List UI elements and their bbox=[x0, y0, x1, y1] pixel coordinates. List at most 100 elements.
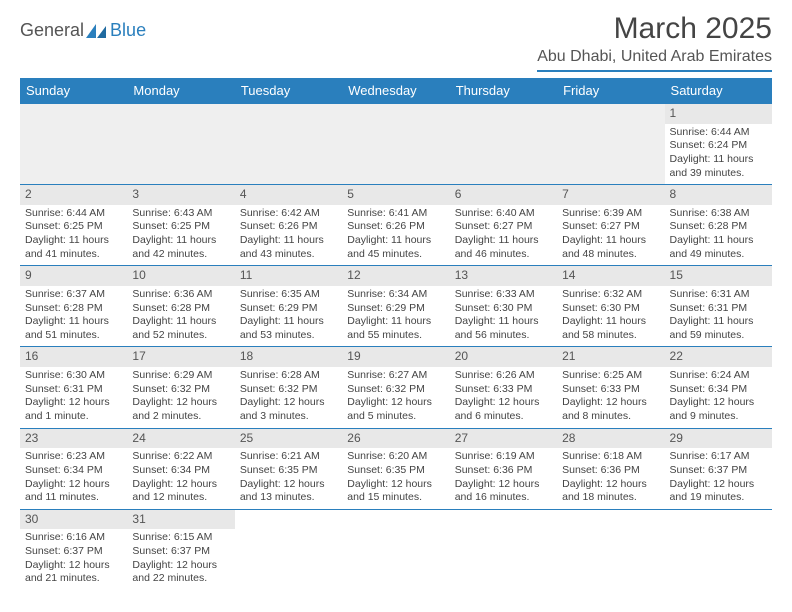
sunset-line: Sunset: 6:29 PM bbox=[240, 302, 337, 316]
daylight-line: Daylight: 12 hours and 11 minutes. bbox=[25, 478, 122, 505]
day-number: 14 bbox=[557, 266, 664, 286]
sunrise-line: Sunrise: 6:22 AM bbox=[132, 450, 229, 464]
calendar-day-cell: 4Sunrise: 6:42 AMSunset: 6:26 PMDaylight… bbox=[235, 185, 342, 266]
day-number: 29 bbox=[665, 429, 772, 449]
sunset-line: Sunset: 6:34 PM bbox=[25, 464, 122, 478]
calendar-empty-cell bbox=[342, 509, 449, 590]
calendar-day-cell: 17Sunrise: 6:29 AMSunset: 6:32 PMDayligh… bbox=[127, 347, 234, 428]
header: General Blue March 2025 Abu Dhabi, Unite… bbox=[20, 12, 772, 72]
day-number: 10 bbox=[127, 266, 234, 286]
day-number: 28 bbox=[557, 429, 664, 449]
daylight-line: Daylight: 11 hours and 39 minutes. bbox=[670, 153, 767, 180]
sunrise-line: Sunrise: 6:17 AM bbox=[670, 450, 767, 464]
day-info: Sunrise: 6:21 AMSunset: 6:35 PMDaylight:… bbox=[235, 450, 342, 509]
day-info: Sunrise: 6:40 AMSunset: 6:27 PMDaylight:… bbox=[450, 207, 557, 266]
calendar-day-cell: 19Sunrise: 6:27 AMSunset: 6:32 PMDayligh… bbox=[342, 347, 449, 428]
sunrise-line: Sunrise: 6:28 AM bbox=[240, 369, 337, 383]
day-number: 12 bbox=[342, 266, 449, 286]
calendar-day-cell: 1Sunrise: 6:44 AMSunset: 6:24 PMDaylight… bbox=[665, 104, 772, 185]
day-info: Sunrise: 6:15 AMSunset: 6:37 PMDaylight:… bbox=[127, 531, 234, 590]
day-info: Sunrise: 6:24 AMSunset: 6:34 PMDaylight:… bbox=[665, 369, 772, 428]
sunset-line: Sunset: 6:37 PM bbox=[670, 464, 767, 478]
logo-text-general: General bbox=[20, 20, 84, 41]
sunrise-line: Sunrise: 6:40 AM bbox=[455, 207, 552, 221]
logo-text-blue: Blue bbox=[110, 20, 146, 41]
sunset-line: Sunset: 6:28 PM bbox=[25, 302, 122, 316]
daylight-line: Daylight: 12 hours and 3 minutes. bbox=[240, 396, 337, 423]
calendar-header-row: SundayMondayTuesdayWednesdayThursdayFrid… bbox=[20, 78, 772, 104]
day-number: 7 bbox=[557, 185, 664, 205]
daylight-line: Daylight: 12 hours and 13 minutes. bbox=[240, 478, 337, 505]
day-info: Sunrise: 6:28 AMSunset: 6:32 PMDaylight:… bbox=[235, 369, 342, 428]
day-number: 13 bbox=[450, 266, 557, 286]
sunrise-line: Sunrise: 6:36 AM bbox=[132, 288, 229, 302]
sunrise-line: Sunrise: 6:24 AM bbox=[670, 369, 767, 383]
day-info: Sunrise: 6:25 AMSunset: 6:33 PMDaylight:… bbox=[557, 369, 664, 428]
sunrise-line: Sunrise: 6:41 AM bbox=[347, 207, 444, 221]
calendar-empty-cell bbox=[127, 104, 234, 185]
day-info: Sunrise: 6:39 AMSunset: 6:27 PMDaylight:… bbox=[557, 207, 664, 266]
calendar-day-cell: 13Sunrise: 6:33 AMSunset: 6:30 PMDayligh… bbox=[450, 266, 557, 347]
weekday-header: Monday bbox=[127, 78, 234, 104]
sunset-line: Sunset: 6:33 PM bbox=[562, 383, 659, 397]
daylight-line: Daylight: 12 hours and 16 minutes. bbox=[455, 478, 552, 505]
sunset-line: Sunset: 6:32 PM bbox=[132, 383, 229, 397]
calendar-day-cell: 10Sunrise: 6:36 AMSunset: 6:28 PMDayligh… bbox=[127, 266, 234, 347]
sunset-line: Sunset: 6:28 PM bbox=[132, 302, 229, 316]
daylight-line: Daylight: 11 hours and 55 minutes. bbox=[347, 315, 444, 342]
day-number: 16 bbox=[20, 347, 127, 367]
calendar-day-cell: 28Sunrise: 6:18 AMSunset: 6:36 PMDayligh… bbox=[557, 428, 664, 509]
sunrise-line: Sunrise: 6:34 AM bbox=[347, 288, 444, 302]
calendar-day-cell: 25Sunrise: 6:21 AMSunset: 6:35 PMDayligh… bbox=[235, 428, 342, 509]
calendar-day-cell: 8Sunrise: 6:38 AMSunset: 6:28 PMDaylight… bbox=[665, 185, 772, 266]
calendar-empty-cell bbox=[557, 104, 664, 185]
sunset-line: Sunset: 6:31 PM bbox=[670, 302, 767, 316]
daylight-line: Daylight: 12 hours and 15 minutes. bbox=[347, 478, 444, 505]
calendar-day-cell: 22Sunrise: 6:24 AMSunset: 6:34 PMDayligh… bbox=[665, 347, 772, 428]
day-number: 2 bbox=[20, 185, 127, 205]
day-info: Sunrise: 6:30 AMSunset: 6:31 PMDaylight:… bbox=[20, 369, 127, 428]
day-info: Sunrise: 6:37 AMSunset: 6:28 PMDaylight:… bbox=[20, 288, 127, 347]
daylight-line: Daylight: 12 hours and 12 minutes. bbox=[132, 478, 229, 505]
daylight-line: Daylight: 11 hours and 46 minutes. bbox=[455, 234, 552, 261]
day-number: 18 bbox=[235, 347, 342, 367]
logo-sail-icon bbox=[86, 24, 108, 38]
daylight-line: Daylight: 11 hours and 56 minutes. bbox=[455, 315, 552, 342]
day-info: Sunrise: 6:36 AMSunset: 6:28 PMDaylight:… bbox=[127, 288, 234, 347]
daylight-line: Daylight: 12 hours and 6 minutes. bbox=[455, 396, 552, 423]
sunrise-line: Sunrise: 6:42 AM bbox=[240, 207, 337, 221]
sunrise-line: Sunrise: 6:39 AM bbox=[562, 207, 659, 221]
calendar-day-cell: 27Sunrise: 6:19 AMSunset: 6:36 PMDayligh… bbox=[450, 428, 557, 509]
weekday-header: Sunday bbox=[20, 78, 127, 104]
sunset-line: Sunset: 6:30 PM bbox=[562, 302, 659, 316]
calendar-empty-cell bbox=[20, 104, 127, 185]
sunrise-line: Sunrise: 6:37 AM bbox=[25, 288, 122, 302]
day-info: Sunrise: 6:17 AMSunset: 6:37 PMDaylight:… bbox=[665, 450, 772, 509]
sunset-line: Sunset: 6:36 PM bbox=[455, 464, 552, 478]
day-number: 9 bbox=[20, 266, 127, 286]
daylight-line: Daylight: 12 hours and 8 minutes. bbox=[562, 396, 659, 423]
weekday-header: Saturday bbox=[665, 78, 772, 104]
calendar-day-cell: 21Sunrise: 6:25 AMSunset: 6:33 PMDayligh… bbox=[557, 347, 664, 428]
sunrise-line: Sunrise: 6:33 AM bbox=[455, 288, 552, 302]
calendar-day-cell: 2Sunrise: 6:44 AMSunset: 6:25 PMDaylight… bbox=[20, 185, 127, 266]
calendar-day-cell: 15Sunrise: 6:31 AMSunset: 6:31 PMDayligh… bbox=[665, 266, 772, 347]
sunset-line: Sunset: 6:37 PM bbox=[132, 545, 229, 559]
sunrise-line: Sunrise: 6:44 AM bbox=[25, 207, 122, 221]
sunrise-line: Sunrise: 6:44 AM bbox=[670, 126, 767, 140]
sunset-line: Sunset: 6:27 PM bbox=[455, 220, 552, 234]
sunset-line: Sunset: 6:32 PM bbox=[240, 383, 337, 397]
sunset-line: Sunset: 6:32 PM bbox=[347, 383, 444, 397]
sunrise-line: Sunrise: 6:32 AM bbox=[562, 288, 659, 302]
calendar-day-cell: 26Sunrise: 6:20 AMSunset: 6:35 PMDayligh… bbox=[342, 428, 449, 509]
day-info: Sunrise: 6:42 AMSunset: 6:26 PMDaylight:… bbox=[235, 207, 342, 266]
day-info: Sunrise: 6:41 AMSunset: 6:26 PMDaylight:… bbox=[342, 207, 449, 266]
sunrise-line: Sunrise: 6:29 AM bbox=[132, 369, 229, 383]
daylight-line: Daylight: 12 hours and 22 minutes. bbox=[132, 559, 229, 586]
day-number: 20 bbox=[450, 347, 557, 367]
daylight-line: Daylight: 11 hours and 59 minutes. bbox=[670, 315, 767, 342]
calendar-empty-cell bbox=[665, 509, 772, 590]
calendar-empty-cell bbox=[557, 509, 664, 590]
day-info: Sunrise: 6:35 AMSunset: 6:29 PMDaylight:… bbox=[235, 288, 342, 347]
sunrise-line: Sunrise: 6:18 AM bbox=[562, 450, 659, 464]
